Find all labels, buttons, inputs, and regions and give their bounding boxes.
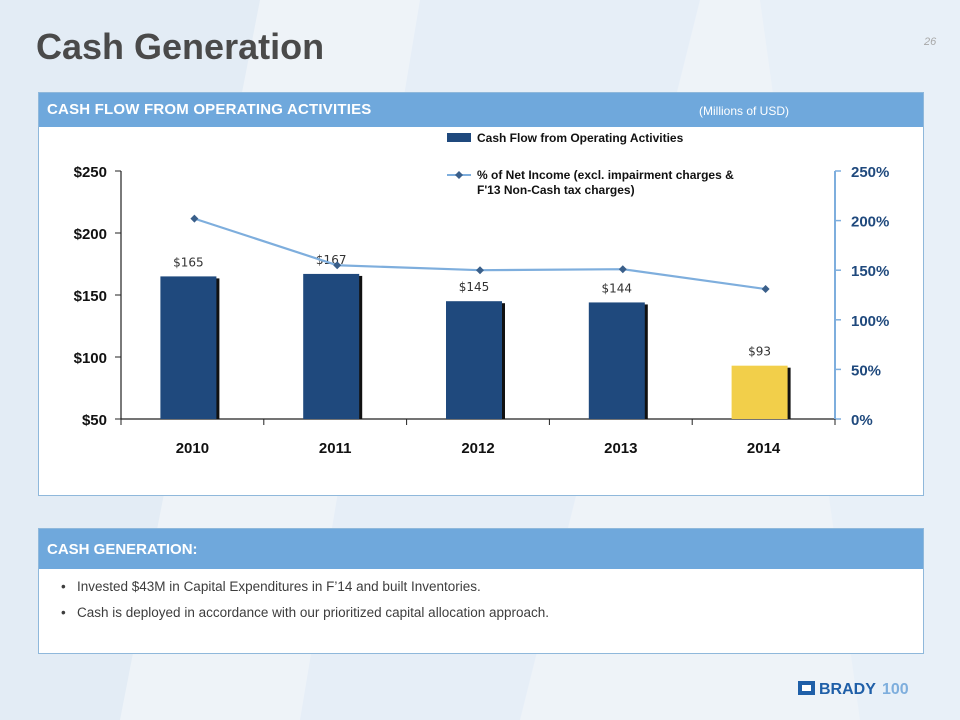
logo-suffix-text: 100	[882, 681, 909, 698]
left-tick-label: $150	[74, 288, 107, 305]
units-note: (Millions of USD)	[699, 104, 790, 118]
cash-flow-chart: $50 $100 $150 $200 $250 0% 50% 100% 150% 200% 250%…	[74, 131, 890, 457]
bullet-list: Invested $43M in Capital Expenditures in…	[61, 579, 549, 631]
right-tick-label: 100%	[851, 313, 889, 330]
x-tick-label: 2014	[747, 440, 781, 457]
left-tick-label: $100	[74, 350, 107, 367]
line-point	[761, 285, 770, 294]
bar-value-label: $165	[173, 255, 204, 269]
x-tick-label: 2010	[176, 440, 209, 457]
bar	[588, 302, 645, 419]
left-tick-label: $250	[74, 164, 107, 181]
brady-logo: BRADY 100	[798, 681, 909, 698]
x-tick-label: 2011	[319, 440, 352, 457]
legend-label-line-2: F'13 Non-Cash tax charges)	[477, 183, 635, 197]
right-tick-label: 150%	[851, 263, 889, 280]
legend-marker-line	[455, 171, 463, 179]
cash-generation-panel-header: CASH GENERATION:	[39, 529, 923, 569]
bar	[731, 365, 788, 419]
pct-net-income-line	[194, 217, 766, 291]
bar	[160, 276, 217, 419]
line-point	[618, 265, 627, 274]
legend-label-bars: Cash Flow from Operating Activities	[477, 131, 684, 145]
right-tick-label: 50%	[851, 362, 881, 379]
cash-flow-panel: CASH FLOW FROM OPERATING ACTIVITIES (Mil…	[38, 92, 924, 496]
logo-brand-text: BRADY	[819, 681, 876, 698]
bar	[446, 301, 502, 419]
cash-flow-panel-title: CASH FLOW FROM OPERATING ACTIVITIES	[47, 101, 372, 118]
slide-title: Cash Generation	[36, 26, 325, 67]
right-tick-label: 0%	[851, 412, 873, 429]
cash-generation-panel-title: CASH GENERATION:	[47, 541, 198, 558]
legend-label-line-1: % of Net Income (excl. impairment charge…	[477, 168, 734, 182]
bar-value-label: $93	[748, 345, 771, 359]
page-number: 26	[924, 36, 937, 48]
line-point	[190, 214, 199, 223]
bullet-item: Invested $43M in Capital Expenditures in…	[61, 579, 549, 594]
line-point	[333, 261, 342, 270]
x-tick-label: 2012	[461, 440, 494, 457]
right-tick-label: 200%	[851, 214, 889, 231]
cash-flow-panel-header: CASH FLOW FROM OPERATING ACTIVITIES (Mil…	[39, 93, 923, 127]
bar-value-label: $145	[459, 280, 490, 294]
bullet-item: Cash is deployed in accordance with our …	[61, 605, 549, 620]
line-point	[476, 266, 484, 275]
x-tick-label: 2013	[604, 440, 637, 457]
left-tick-label: $50	[82, 412, 107, 429]
left-tick-label: $200	[74, 226, 107, 243]
cash-generation-panel: CASH GENERATION: Invested $43M in Capita…	[38, 528, 924, 654]
bar	[303, 273, 360, 419]
bar-value-label: $144	[602, 281, 633, 295]
legend-swatch-bars	[447, 133, 471, 142]
right-tick-label: 250%	[851, 164, 889, 181]
